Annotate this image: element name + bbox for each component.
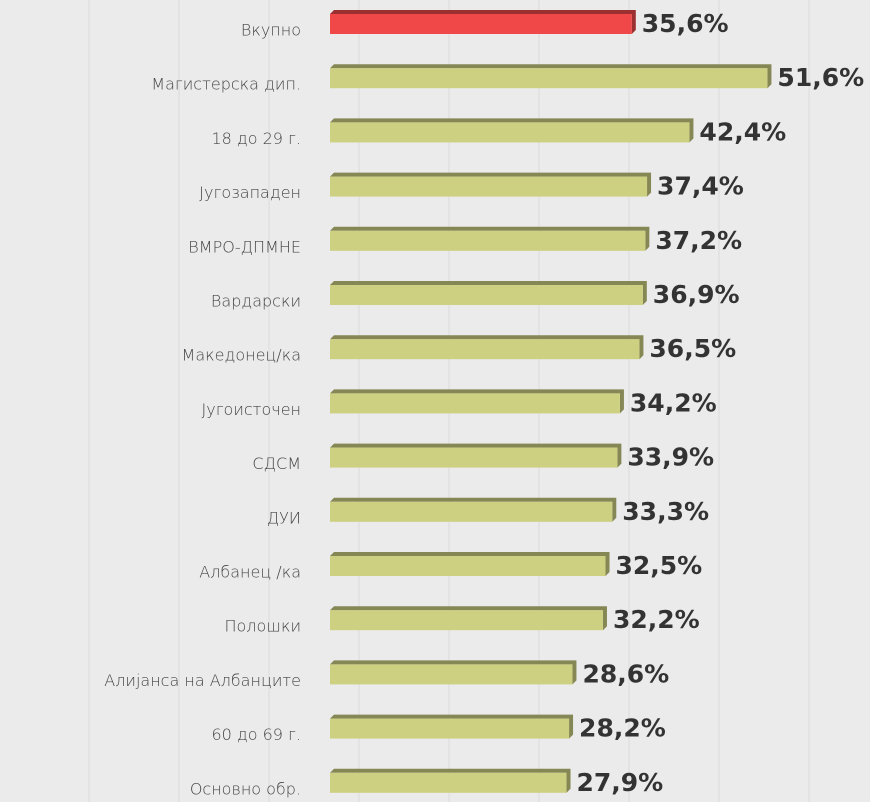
bar-depth [330, 552, 610, 576]
bar-depth [330, 118, 694, 143]
bar-depth [330, 389, 624, 414]
category-label: 60 до 69 г. [211, 725, 301, 744]
bar [330, 339, 640, 360]
bar-depth [330, 10, 636, 34]
bar [330, 393, 620, 414]
category-label: Полошки [224, 617, 301, 636]
value-label: 42,4% [699, 117, 786, 146]
bar [330, 122, 690, 143]
category-label: 18 до 29 г. [211, 129, 301, 148]
bar-depth [330, 172, 652, 197]
bar [330, 447, 618, 468]
category-label: Југозападен [199, 183, 301, 202]
value-label: 27,9% [577, 768, 664, 797]
category-label: Вкупно [241, 21, 301, 40]
category-label: Вардарски [211, 292, 301, 311]
bar-depth [330, 226, 650, 251]
value-label: 36,9% [653, 280, 740, 309]
category-label: Магистерска дип. [151, 75, 301, 94]
bar-depth [330, 768, 571, 793]
value-label: 51,6% [777, 63, 864, 92]
value-label: 28,2% [579, 714, 666, 743]
bar-depth [330, 606, 607, 631]
bar [330, 664, 573, 685]
value-label: 36,5% [649, 334, 736, 363]
bar [330, 556, 606, 576]
bar-depth [330, 497, 617, 522]
category-label: Македонец/ка [182, 346, 301, 365]
bar [330, 176, 648, 197]
bar-depth [330, 660, 577, 685]
bar [330, 68, 768, 89]
category-label: ДУИ [267, 508, 301, 527]
bar [330, 610, 603, 631]
bar [330, 501, 613, 522]
bar [330, 285, 643, 305]
bar [330, 718, 570, 739]
category-label: Алијанса на Албанците [104, 671, 301, 690]
category-label: Основно обр. [190, 779, 301, 798]
bar-depth [330, 443, 622, 468]
value-label: 35,6% [642, 9, 729, 38]
value-label: 37,4% [657, 172, 744, 201]
bar-depth [330, 281, 647, 305]
value-label: 32,5% [616, 551, 703, 580]
category-label: ВМРО-ДПМНЕ [188, 237, 301, 256]
bar [330, 772, 567, 793]
bar [330, 14, 632, 34]
category-label: Албанец /ка [199, 563, 301, 582]
value-label: 37,2% [655, 226, 742, 255]
value-label: 33,3% [622, 497, 709, 526]
category-label: Југоисточен [202, 400, 302, 419]
value-label: 28,6% [582, 659, 669, 688]
value-label: 33,9% [627, 443, 714, 472]
bar-depth [330, 714, 574, 739]
bar [330, 230, 646, 251]
bar-depth [330, 335, 644, 360]
value-label: 34,2% [630, 388, 717, 417]
bar-depth [330, 64, 772, 89]
value-label: 32,2% [613, 605, 700, 634]
category-label: СДСМ [252, 454, 301, 473]
